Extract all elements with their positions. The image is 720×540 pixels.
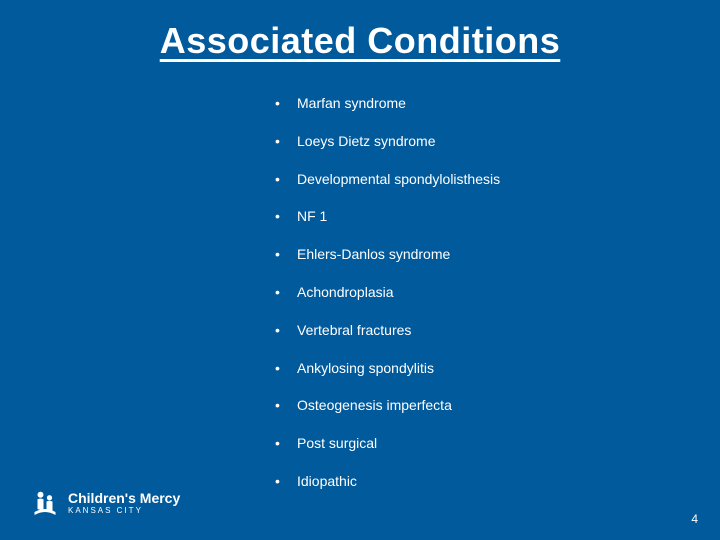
childrens-mercy-icon [30, 488, 60, 518]
bullet-list: Marfan syndrome Loeys Dietz syndrome Dev… [275, 95, 500, 511]
list-item: Ankylosing spondylitis [275, 360, 500, 377]
list-item: Ehlers-Danlos syndrome [275, 246, 500, 263]
list-item: Vertebral fractures [275, 322, 500, 339]
logo-subline: KANSAS CITY [68, 507, 180, 515]
slide-title: Associated Conditions [0, 20, 720, 62]
list-item: Achondroplasia [275, 284, 500, 301]
list-item: Developmental spondylolisthesis [275, 171, 500, 188]
footer-logo: Children's Mercy KANSAS CITY [30, 488, 180, 518]
list-item: NF 1 [275, 208, 500, 225]
list-item: Post surgical [275, 435, 500, 452]
list-item: Osteogenesis imperfecta [275, 397, 500, 414]
list-item: Marfan syndrome [275, 95, 500, 112]
logo-name: Children's Mercy [68, 491, 180, 506]
list-item: Idiopathic [275, 473, 500, 490]
list-item: Loeys Dietz syndrome [275, 133, 500, 150]
logo-text: Children's Mercy KANSAS CITY [68, 491, 180, 515]
page-number: 4 [691, 512, 698, 526]
